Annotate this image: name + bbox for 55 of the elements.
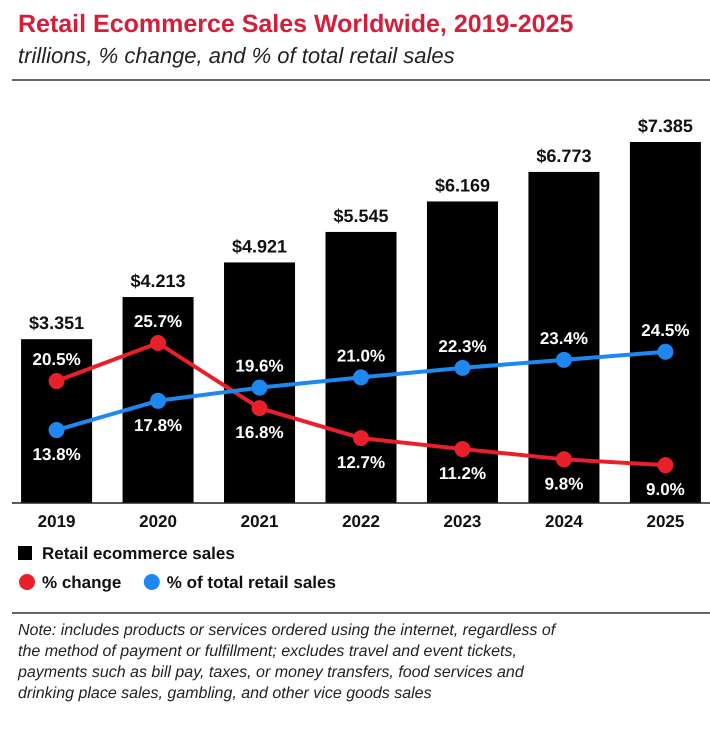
point: [252, 380, 268, 396]
data-label: 9.0%: [646, 480, 685, 500]
x-tick-label: 2022: [342, 512, 380, 531]
point: [252, 400, 268, 416]
point: [556, 451, 572, 468]
bar: [325, 232, 397, 503]
bar: [528, 172, 600, 503]
data-label: $4.921: [232, 236, 288, 256]
x-tick-label: 2020: [139, 512, 177, 531]
point: [454, 441, 470, 458]
data-label: $5.545: [333, 206, 389, 226]
point: [353, 430, 369, 446]
bar: [21, 339, 92, 503]
data-label: $6.773: [536, 146, 592, 166]
x-tick-label: 2025: [646, 512, 684, 531]
bar: [122, 297, 194, 503]
bar: [630, 142, 701, 503]
point: [150, 392, 166, 409]
data-label: 23.4%: [540, 328, 588, 348]
data-label: $3.351: [29, 313, 84, 334]
point: [150, 335, 166, 351]
data-label: 13.8%: [32, 445, 81, 464]
data-label: 25.7%: [134, 312, 182, 331]
data-label: $6.169: [434, 175, 490, 196]
x-tick-label: 2024: [545, 512, 584, 531]
point: [556, 352, 572, 368]
data-label: 22.3%: [438, 336, 487, 356]
point: [657, 457, 674, 474]
x-tick-label: 2023: [444, 512, 482, 531]
data-label: 20.5%: [32, 350, 81, 370]
data-label: 12.7%: [336, 453, 386, 472]
data-label: 9.8%: [544, 474, 584, 494]
chart-subtitle: trillions, % change, and % of total retail sales: [18, 43, 455, 68]
point: [48, 422, 65, 438]
data-label: 19.6%: [235, 356, 284, 376]
legend-label: Retail ecommerce sales: [42, 544, 235, 563]
data-label: 21.0%: [336, 346, 386, 366]
data-label: $4.213: [130, 271, 186, 292]
point: [353, 369, 369, 386]
point: [48, 373, 65, 390]
x-tick-label: 2021: [240, 512, 278, 531]
text: Note: includes products or services ordered using the internet, regardless of the method of payment or fulfillment; excludes travel and event tickets, payments such as bill pay, taxes, or money transfers, food services and drinking place sales, gambling, and other vice goods sales: [17, 622, 557, 702]
data-label: $7.385: [638, 116, 693, 136]
point: [454, 360, 470, 376]
legend-label: % of total retail sales: [166, 573, 336, 592]
point: [657, 344, 674, 360]
bar: [426, 201, 498, 503]
x-tick-label: 2019: [38, 512, 76, 531]
data-label: 24.5%: [641, 320, 690, 340]
data-label: 16.8%: [235, 423, 284, 442]
chart-title: Retail Ecommerce Sales Worldwide, 2019-2025: [18, 10, 574, 38]
data-label: 17.8%: [134, 416, 182, 435]
legend-label: % change: [42, 573, 122, 592]
bar: [224, 262, 296, 503]
data-label: 11.2%: [438, 464, 486, 484]
